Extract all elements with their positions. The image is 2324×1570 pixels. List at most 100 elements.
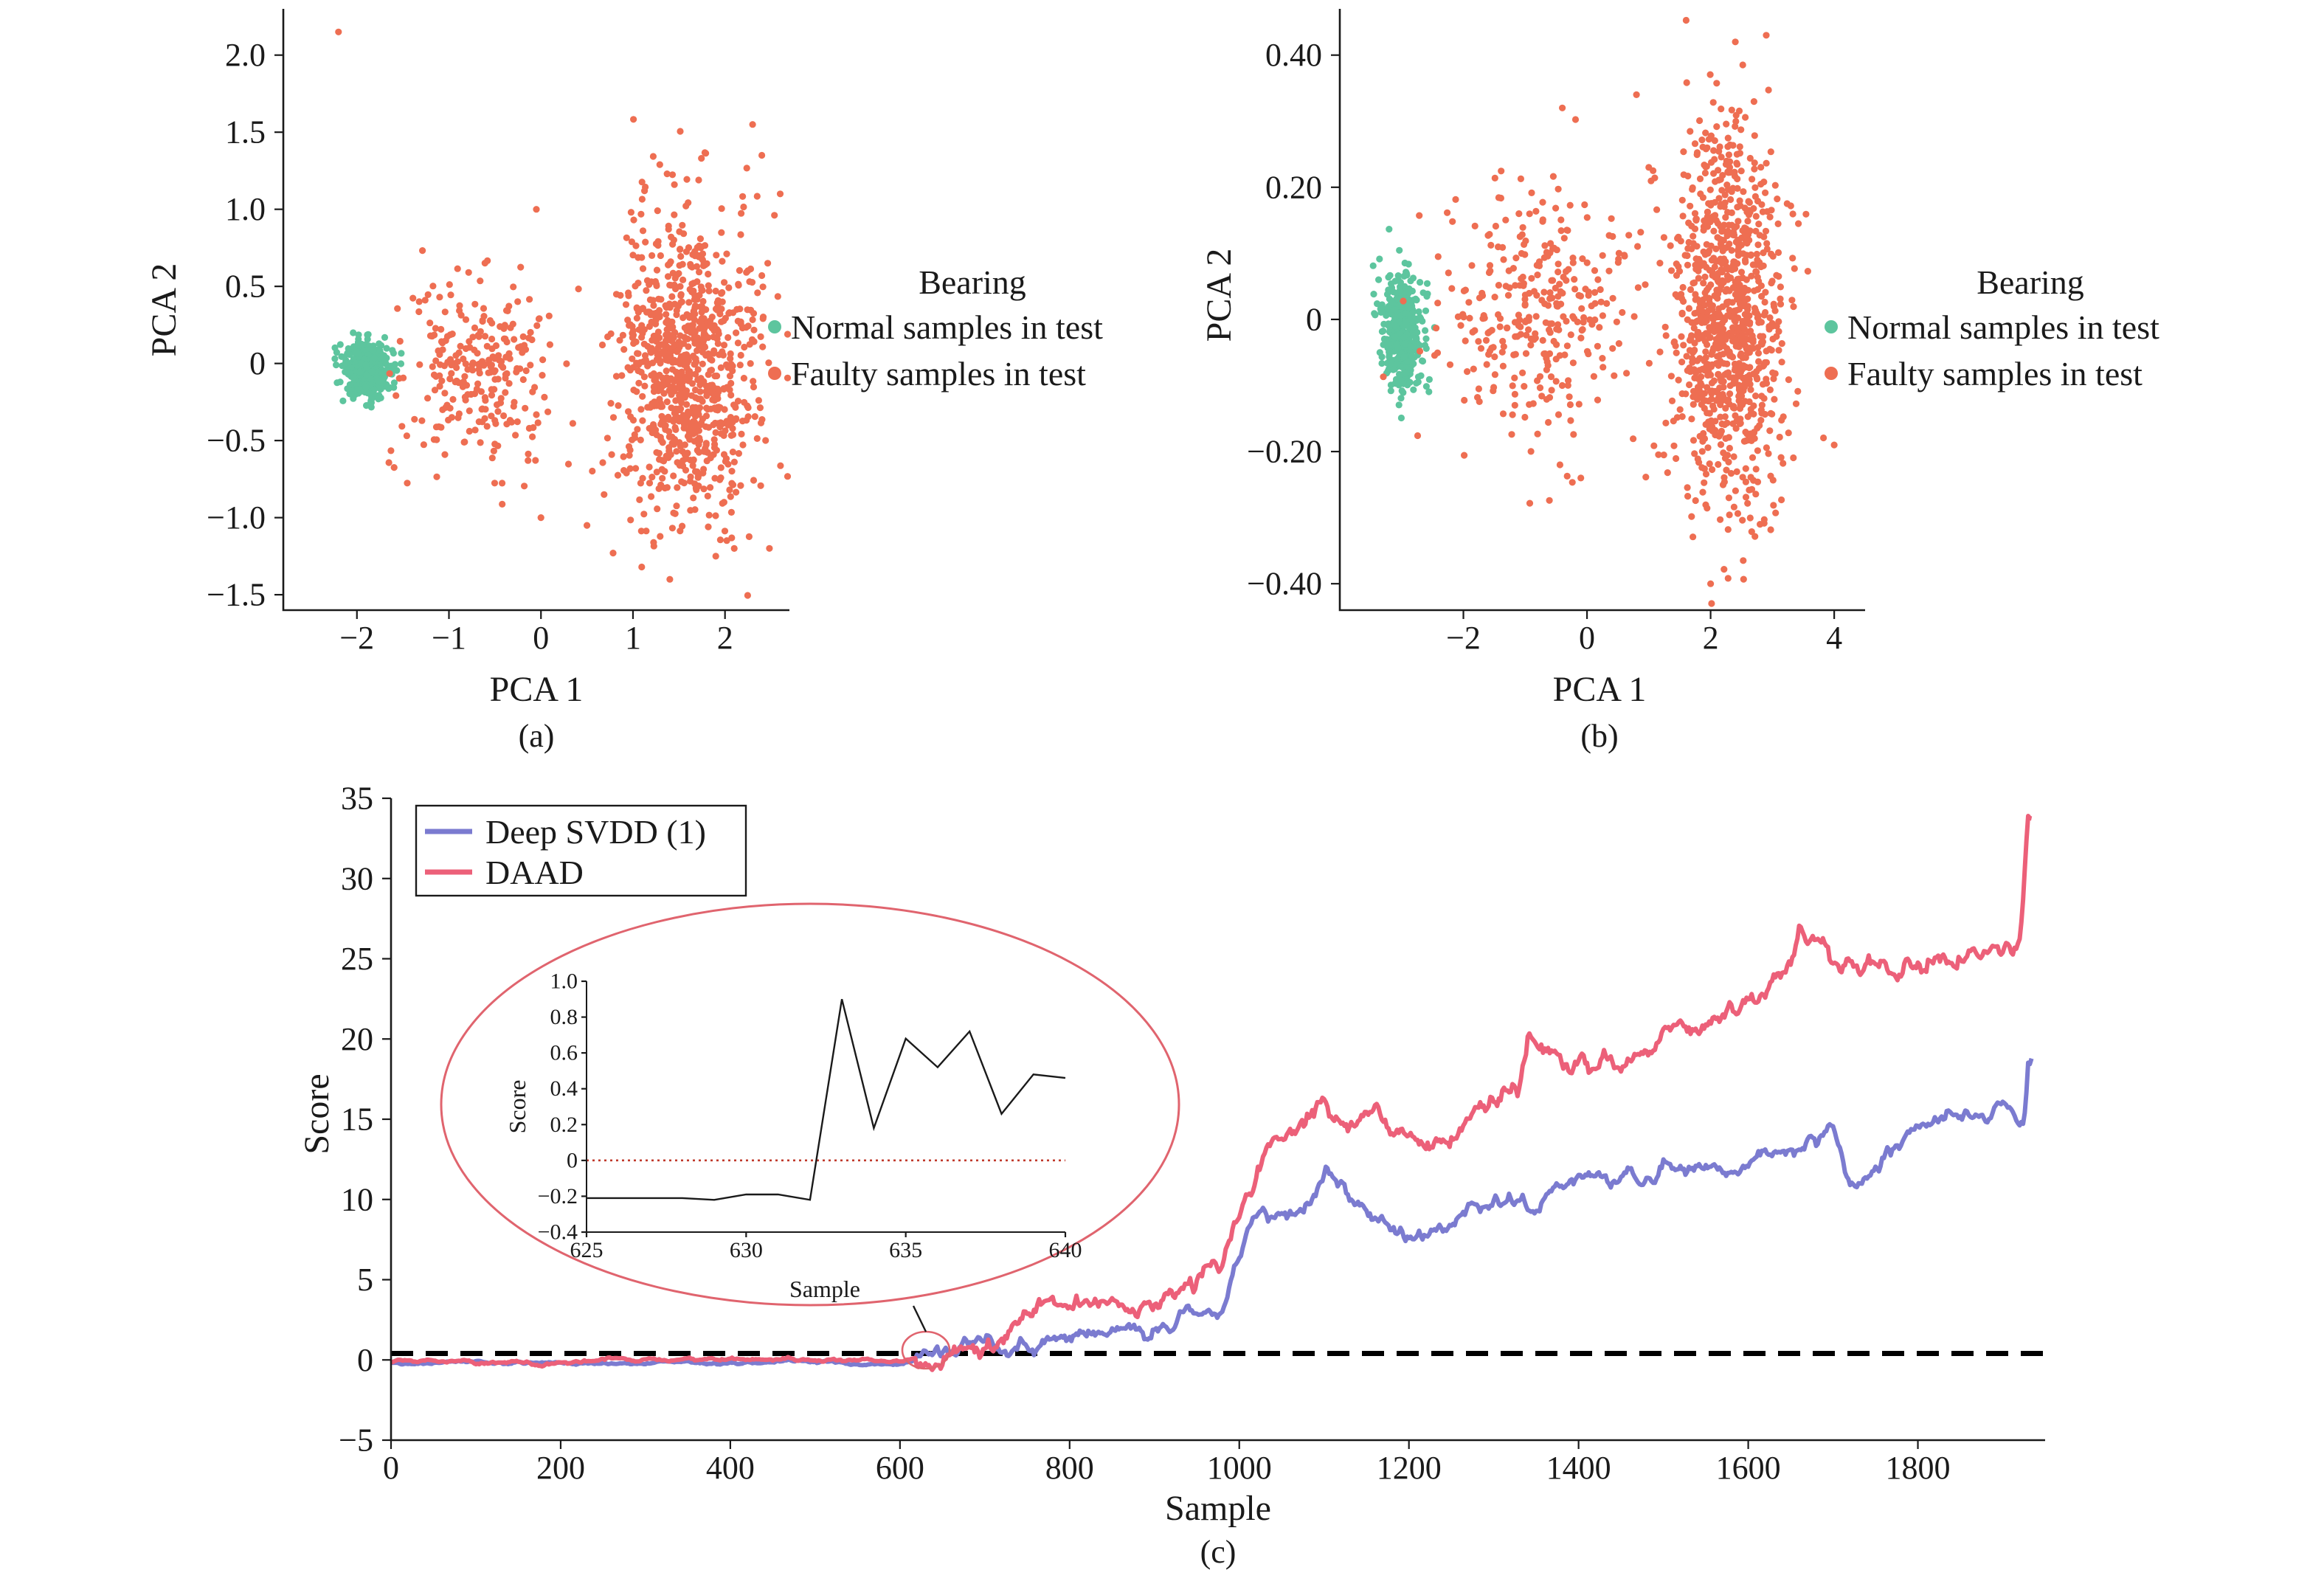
panel-a-point <box>640 373 649 381</box>
panel-b-point <box>1385 274 1392 281</box>
panel-a-point <box>432 423 440 431</box>
panel-b-point <box>1449 218 1456 225</box>
panel-b-point <box>1408 353 1416 360</box>
panel-a-point <box>702 306 710 314</box>
panel-b-point <box>1720 246 1727 253</box>
panel-a-point <box>722 427 729 435</box>
panel-a-point <box>564 460 573 468</box>
panel-b-point <box>1763 444 1770 452</box>
panel-c-y-tick-label: 0 <box>357 1342 373 1378</box>
panel-a-point <box>721 406 728 413</box>
panel-b-point <box>1423 280 1431 287</box>
panel-a-point <box>478 406 485 413</box>
panel-b-point <box>1712 245 1720 252</box>
panel-b-point <box>1633 91 1640 98</box>
panel-a-point <box>750 383 758 391</box>
panel-b-points <box>1369 16 1838 607</box>
panel-a-point <box>674 484 681 491</box>
panel-c-caption: (c) <box>1200 1534 1237 1570</box>
panel-a-point <box>705 287 713 294</box>
panel-b-point <box>1496 323 1504 331</box>
panel-a-point <box>750 310 758 317</box>
panel-a-point <box>649 252 656 259</box>
panel-b-point <box>1479 292 1487 300</box>
panel-a-point <box>381 352 388 359</box>
panel-a-point <box>730 458 739 466</box>
panel-b-point <box>1553 302 1560 310</box>
panel-b-point <box>1594 396 1602 404</box>
panel-a-point <box>677 406 684 414</box>
panel-b-point <box>1731 224 1738 232</box>
panel-a-point <box>723 250 730 257</box>
panel-a-point <box>710 350 717 357</box>
panel-a-point <box>734 339 742 347</box>
panel-b-point <box>1569 255 1577 262</box>
panel-a-point <box>525 424 533 432</box>
panel-b-point <box>1590 373 1597 380</box>
panel-a-point <box>646 322 654 331</box>
panel-b-point <box>1565 266 1572 273</box>
panel-b-point <box>1755 317 1763 325</box>
panel-a-point <box>331 355 339 362</box>
panel-a-point <box>701 242 709 249</box>
panel-a-point <box>368 368 376 376</box>
panel-b-point <box>1739 317 1746 325</box>
panel-a-point <box>701 448 708 455</box>
panel-b-point <box>1695 274 1702 282</box>
panel-b-point <box>1726 390 1734 398</box>
panel-a-point <box>710 396 718 404</box>
panel-b-point <box>1599 355 1606 362</box>
panel-b-point <box>1653 206 1661 213</box>
panel-a-point <box>724 333 732 342</box>
panel-b-point <box>1772 509 1780 516</box>
panel-a-point <box>383 381 390 388</box>
panel-a-point <box>392 392 400 399</box>
panel-a-point <box>679 412 687 419</box>
panel-a-point <box>702 261 709 269</box>
panel-a-point <box>741 343 748 351</box>
panel-a-point <box>762 437 770 444</box>
panel-b-point <box>1742 354 1749 362</box>
panel-a-point <box>757 482 764 489</box>
panel-a-point <box>474 350 481 357</box>
panel-b-point <box>1566 201 1574 209</box>
panel-b-point <box>1708 379 1716 387</box>
panel-a-y-tick-label: 1.0 <box>225 191 266 227</box>
panel-c-legend: Deep SVDD (1) DAAD <box>415 804 747 897</box>
panel-b-point <box>1422 327 1429 334</box>
panel-b-point <box>1771 395 1778 403</box>
panel-b-point <box>1371 310 1378 317</box>
panel-b-point <box>1735 392 1743 400</box>
panel-a-point <box>462 316 470 323</box>
panel-b-legend-marker-faulty <box>1825 367 1838 380</box>
panel-b-point <box>1471 222 1479 229</box>
panel-a-point <box>685 244 693 252</box>
panel-b-point <box>1723 466 1730 474</box>
panel-b-point <box>1699 488 1706 496</box>
panel-a-point <box>704 351 712 359</box>
panel-b-point <box>1762 227 1770 235</box>
panel-b-point <box>1680 342 1687 349</box>
panel-a-point <box>426 319 434 327</box>
panel-a-point <box>726 386 733 394</box>
panel-b-point <box>1662 419 1670 427</box>
panel-b-point <box>1482 336 1490 344</box>
panel-b-point <box>1747 251 1754 258</box>
panel-c-x-tick-label: 400 <box>706 1450 755 1486</box>
panel-b-point <box>1543 350 1550 358</box>
panel-c-x-tick-label: 0 <box>383 1450 399 1486</box>
panel-b-point <box>1504 291 1512 299</box>
panel-a-point <box>684 354 691 362</box>
panel-b-point <box>1678 359 1686 366</box>
panel-a-point <box>486 317 494 325</box>
panel-a-point <box>776 190 784 198</box>
panel-b-point <box>1521 383 1528 390</box>
panel-a-point <box>510 283 517 291</box>
panel-a-point <box>727 508 736 516</box>
panel-a-point <box>766 544 773 552</box>
panel-a-point <box>481 333 489 340</box>
panel-b-point <box>1457 322 1464 329</box>
panel-b-point <box>1491 174 1498 181</box>
panel-b-legend-label-normal: Normal samples in test <box>1847 308 2159 346</box>
panel-b-point <box>1425 376 1433 383</box>
